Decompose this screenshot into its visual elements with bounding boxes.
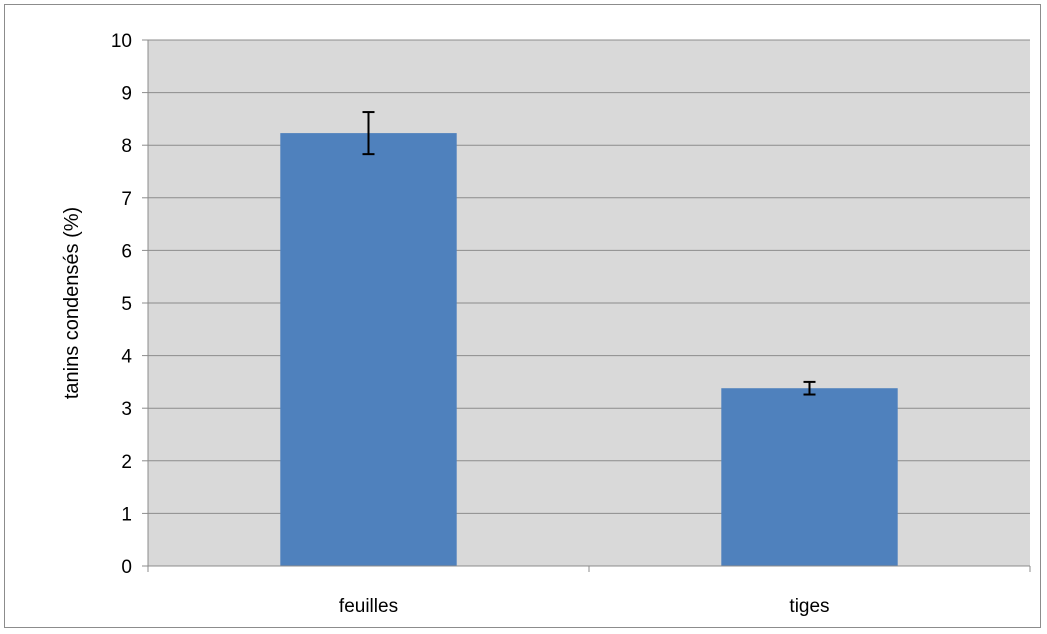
- y-tick-label: 7: [121, 189, 132, 210]
- axes: [147, 40, 1031, 572]
- y-tick-label: 8: [121, 136, 132, 157]
- y-tick-label: 4: [121, 347, 132, 368]
- bar-tiges: [721, 388, 898, 566]
- error-bars: [362, 111, 816, 396]
- error-bar-feuilles: [362, 111, 375, 156]
- y-tick-label: 6: [121, 241, 132, 262]
- y-tick-label: 9: [121, 84, 132, 105]
- y-tick-label: 1: [121, 504, 132, 525]
- y-tick-label: 5: [121, 294, 132, 315]
- bars: [280, 133, 898, 567]
- y-tick-labels: 0 1 2 3 4 5 6 7 8 9 10: [111, 31, 133, 578]
- y-tick-label: 0: [121, 557, 132, 578]
- x-tick-label: feuilles: [339, 596, 398, 617]
- bar-feuilles: [280, 133, 457, 567]
- y-tick-label: 2: [121, 452, 132, 473]
- error-bar-tiges: [803, 380, 816, 396]
- y-axis-label: tanins condensés (%): [61, 207, 83, 399]
- y-tick-label: 10: [111, 31, 132, 52]
- x-tick-labels: feuilles tiges: [339, 596, 830, 617]
- y-tick-label: 3: [121, 399, 132, 420]
- x-tick-label: tiges: [789, 596, 829, 617]
